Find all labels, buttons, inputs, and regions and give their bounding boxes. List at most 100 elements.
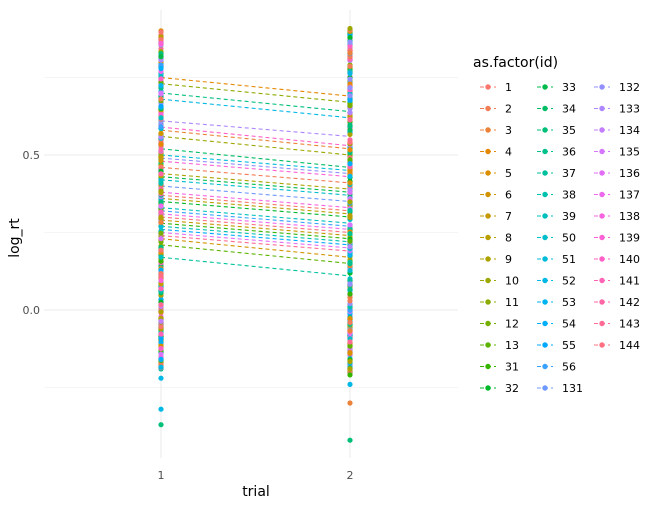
data-point: [347, 157, 353, 163]
legend-entry: 12: [480, 318, 519, 331]
legend-label: 135: [619, 146, 640, 159]
legend-label: 53: [562, 296, 576, 309]
data-point: [347, 85, 353, 91]
data-point: [347, 291, 353, 297]
data-point: [158, 230, 164, 236]
data-point: [347, 131, 353, 138]
fitted-line: [160, 83, 351, 103]
data-point: [158, 345, 164, 352]
legend-label: 39: [562, 210, 576, 223]
legend-entry: 36: [537, 146, 576, 159]
legend-entry: 132: [594, 81, 640, 94]
legend-entry: 33: [537, 81, 576, 94]
data-point: [158, 273, 164, 279]
legend-entry: 31: [480, 361, 519, 374]
data-point: [347, 50, 353, 56]
legend-label: 3: [505, 124, 512, 137]
legend-key-point: [542, 256, 548, 262]
legend-key-point: [542, 234, 548, 241]
legend-entry: 1: [480, 81, 512, 94]
data-point: [347, 168, 353, 174]
data-point: [158, 146, 164, 153]
legend-key-point: [542, 84, 548, 90]
legend-entry: 138: [594, 210, 640, 223]
legend-label: 140: [619, 253, 640, 266]
legend-entry: 2: [480, 103, 512, 116]
legend-label: 131: [562, 382, 583, 395]
data-point: [158, 189, 164, 196]
data-point: [347, 127, 353, 133]
fitted-line: [160, 129, 351, 150]
data-point: [158, 199, 164, 205]
legend-key-point: [485, 363, 491, 370]
data-point: [158, 375, 164, 381]
data-point: [158, 82, 164, 89]
legend-label: 136: [619, 167, 640, 180]
fitted-line: [160, 160, 351, 178]
legend-label: 144: [619, 339, 640, 352]
data-point: [158, 96, 164, 102]
data-point: [347, 173, 353, 179]
legend-key-point: [599, 170, 605, 176]
fitted-line: [160, 92, 351, 113]
data-point: [158, 164, 164, 170]
legend-entry: 52: [537, 275, 576, 288]
legend-entry: 141: [594, 275, 640, 288]
data-point: [347, 222, 353, 228]
data-point: [158, 203, 164, 209]
legend-key-point: [542, 342, 548, 348]
data-point: [158, 171, 164, 177]
data-point: [158, 309, 164, 315]
legend-entry: 9: [480, 253, 512, 266]
legend-key-point: [542, 170, 548, 176]
legend-key-point: [542, 277, 548, 284]
data-point: [347, 109, 353, 116]
data-point: [158, 115, 164, 121]
legend-key-point: [485, 234, 491, 241]
data-point: [158, 364, 164, 370]
legend-label: 34: [562, 103, 576, 116]
legend-key-point: [485, 105, 491, 112]
data-point: [347, 287, 353, 293]
legend-label: 55: [562, 339, 576, 352]
data-point: [347, 117, 353, 123]
fitted-line: [160, 98, 351, 119]
legend-label: 142: [619, 296, 640, 309]
legend-entry: 143: [594, 318, 640, 331]
legend-key-point: [599, 127, 605, 133]
data-point: [347, 187, 353, 193]
legend-key-point: [599, 299, 605, 305]
data-point: [158, 130, 164, 137]
data-point: [158, 277, 164, 284]
fitted-line: [160, 173, 351, 190]
fitted-line: [160, 238, 351, 258]
legend-entry: 55: [537, 339, 576, 352]
legend-entry: 137: [594, 189, 640, 202]
legend-key-point: [485, 148, 491, 155]
legend-entry: 5: [480, 167, 512, 180]
legend-key-point: [599, 234, 605, 241]
legend-label: 35: [562, 124, 576, 137]
legend-label: 52: [562, 275, 576, 288]
fitted-line: [160, 185, 351, 203]
data-point: [158, 323, 164, 330]
legend-label: 138: [619, 210, 640, 223]
data-point: [347, 147, 353, 153]
data-point: [347, 97, 353, 103]
data-point: [158, 422, 164, 428]
fitted-line: [160, 207, 351, 224]
legend-label: 11: [505, 296, 519, 309]
legend-entry: 142: [594, 296, 640, 309]
legend-key-point: [485, 385, 491, 391]
fitted-line: [160, 197, 351, 215]
data-point: [347, 339, 353, 345]
legend-label: 32: [505, 382, 519, 395]
legend-label: 141: [619, 275, 640, 288]
legend-label: 13: [505, 339, 519, 352]
legend-entry: 39: [537, 210, 576, 223]
data-point: [347, 267, 353, 274]
legend-key-point: [599, 320, 605, 327]
legend-label: 6: [505, 189, 512, 202]
data-point: [347, 214, 353, 221]
data-point: [347, 39, 353, 45]
